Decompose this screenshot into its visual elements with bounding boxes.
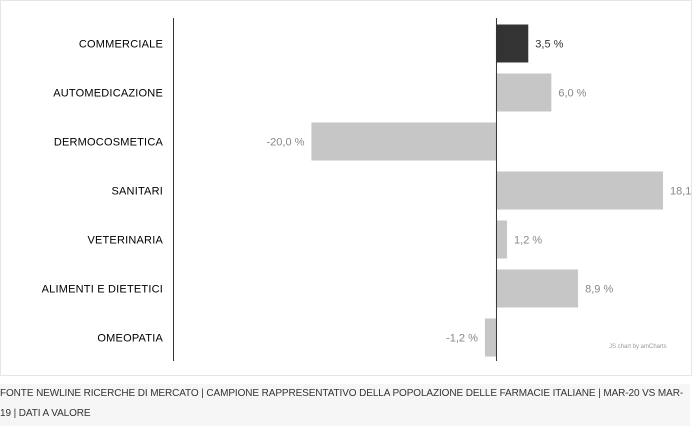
- bar-omeopatia[interactable]: [484, 318, 496, 357]
- chart-credit[interactable]: JS chart by amCharts: [609, 344, 667, 350]
- category-label-commerciale: COMMERCIALE: [79, 39, 163, 51]
- value-label-alimenti-e-dietetici: 8,9 %: [585, 284, 613, 296]
- bar-dermocosmetica[interactable]: [311, 122, 496, 161]
- category-label-sanitari: SANITARI: [111, 186, 163, 198]
- category-label-omeopatia: OMEOPATIA: [97, 333, 163, 345]
- value-label-dermocosmetica: -20,0 %: [266, 137, 304, 149]
- bars-group: [311, 24, 663, 357]
- bar-alimenti-e-dietetici[interactable]: [495, 269, 579, 308]
- bar-veterinaria[interactable]: [495, 220, 508, 259]
- value-label-automedicazione: 6,0 %: [558, 88, 586, 100]
- value-label-commerciale: 3,5 %: [535, 39, 563, 51]
- bar-sanitari[interactable]: [495, 171, 663, 210]
- source-footnote: FONTE NEWLINE RICERCHE DI MERCATO | CAMP…: [0, 384, 690, 426]
- value-label-omeopatia: -1,2 %: [446, 333, 478, 345]
- category-label-dermocosmetica: DERMOCOSMETICA: [54, 137, 164, 149]
- category-label-automedicazione: AUTOMEDICAZIONE: [53, 88, 163, 100]
- chart-container: COMMERCIALE 3,5 % AUTOMEDICAZIONE 6,0 % DERM…: [0, 0, 692, 376]
- category-label-alimenti-e-dietetici: ALIMENTI E DIETETICI: [42, 284, 163, 296]
- value-label-veterinaria: 1,2 %: [514, 235, 542, 247]
- bar-commerciale[interactable]: [495, 24, 529, 63]
- value-label-sanitari: 18,1: [670, 186, 691, 198]
- labels-group: COMMERCIALE 3,5 % AUTOMEDICAZIONE 6,0 % DERM…: [42, 39, 692, 345]
- category-label-veterinaria: VETERINARIA: [87, 235, 163, 247]
- bar-automedicazione[interactable]: [495, 73, 552, 112]
- bar-chart: COMMERCIALE 3,5 % AUTOMEDICAZIONE 6,0 % DERM…: [42, 18, 692, 361]
